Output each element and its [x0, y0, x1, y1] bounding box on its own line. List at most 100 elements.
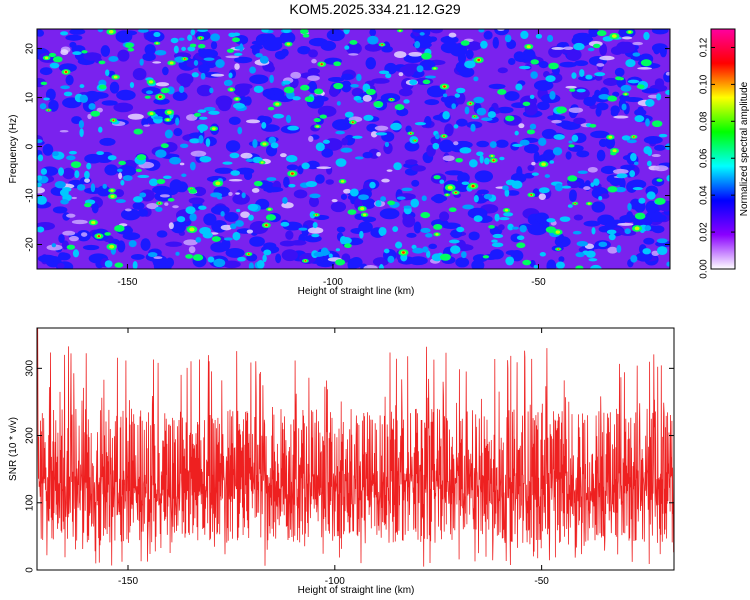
spectrogram-mid-patch	[200, 72, 206, 80]
spectrogram-low-patch	[155, 82, 170, 87]
spectrogram-mid-patch	[593, 178, 600, 186]
spectrogram-low-patch	[331, 199, 338, 203]
spectrogram-patch	[308, 49, 318, 58]
spectrogram-peak	[387, 200, 396, 206]
spectrogram-peak-max	[409, 132, 412, 135]
spectrogram-low-patch	[617, 222, 634, 226]
spectrogram-mid-patch	[241, 192, 246, 199]
spectrogram-patch	[266, 65, 275, 73]
spectrogram-patch	[301, 224, 310, 237]
spectrogram-peak-core	[286, 42, 291, 46]
spectrogram-mid-patch	[170, 37, 179, 44]
spectrogram-patch	[455, 257, 470, 268]
spectrogram-peak-core	[44, 56, 49, 60]
spectrogram-patch	[340, 193, 348, 200]
spectrogram-patch	[369, 29, 377, 37]
spectrogram-patch	[84, 90, 100, 103]
spectrogram-mid-patch	[116, 168, 123, 173]
spectrogram-mid-patch	[198, 134, 204, 144]
spectrogram-patch	[591, 201, 606, 213]
spectrogram-peak	[90, 110, 101, 117]
snr-ylabel: SNR (10 * v/v)	[8, 417, 19, 481]
spectrogram-peak	[394, 104, 405, 111]
spectrogram-peak-max	[290, 172, 294, 175]
spectrogram-mid-patch	[480, 40, 488, 49]
spectrogram-peak-max	[471, 184, 475, 188]
spectrogram-peak	[319, 114, 327, 119]
spectrogram-patch	[122, 232, 141, 240]
spectrogram-patch	[281, 249, 298, 262]
spectrogram-patch	[113, 102, 134, 113]
spectrogram-mid-patch	[237, 126, 243, 135]
spectrogram-mid-patch	[367, 35, 379, 45]
spectrogram-peak	[193, 112, 201, 117]
spectrogram-patch	[259, 115, 273, 125]
spectrogram-patch	[117, 240, 126, 253]
spectrogram-peak	[548, 62, 559, 70]
spectrogram-mid-patch	[450, 245, 461, 254]
spectrogram-patch	[508, 57, 516, 65]
spectrogram-patch	[214, 167, 234, 174]
spectrogram-mid-patch	[120, 179, 125, 186]
spectrogram-patch	[402, 214, 416, 228]
spectrogram-peak	[118, 160, 126, 166]
spectrogram-mid-patch	[344, 111, 354, 118]
spectrogram-peak	[265, 214, 277, 221]
spectrogram-patch	[651, 225, 665, 234]
spectrogram-low-patch	[228, 179, 243, 182]
spectrogram-mid-patch	[576, 241, 588, 247]
spectrogram-patch	[505, 250, 520, 256]
spectrogram-low-patch	[190, 150, 207, 157]
spectrogram-peak-core	[211, 127, 216, 131]
spectrogram-mid-patch	[154, 49, 167, 56]
spectrogram-patch	[547, 114, 566, 121]
spectrogram-mid-patch	[549, 90, 556, 100]
colorbar-label: Normalized spectral amplitude	[739, 81, 750, 216]
spectrogram-y-tick-label: 20	[25, 43, 36, 55]
spectrogram-peak-core	[109, 244, 115, 249]
spectrogram-peak	[302, 33, 310, 38]
spectrogram-low-patch	[290, 71, 302, 79]
spectrogram-low-patch	[307, 75, 320, 81]
spectrogram-mid-patch	[590, 264, 602, 269]
spectrogram-mid-patch	[546, 218, 556, 223]
spectrogram-peak	[421, 52, 432, 60]
spectrogram-mid-patch	[498, 217, 510, 221]
spectrogram-mid-patch	[233, 102, 245, 109]
spectrogram-mid-patch	[282, 80, 291, 85]
spectrogram-patch	[413, 221, 422, 234]
spectrogram-mid-patch	[115, 199, 126, 204]
spectrogram-patch	[559, 61, 577, 68]
spectrogram-mid-patch	[287, 125, 299, 131]
spectrogram-mid-patch	[666, 175, 670, 182]
spectrogram-mid-patch	[481, 117, 493, 122]
spectrogram-patch	[523, 172, 535, 179]
spectrogram-peak-core	[110, 189, 114, 192]
spectrogram-mid-patch	[621, 135, 631, 141]
spectrogram-patch	[599, 43, 608, 56]
spectrogram-patch	[626, 211, 634, 222]
spectrogram-patch	[285, 230, 294, 240]
spectrogram-mid-patch	[627, 79, 640, 84]
spectrogram-low-patch	[311, 58, 317, 64]
spectrogram-mid-patch	[656, 246, 668, 256]
spectrogram-patch	[82, 244, 100, 251]
spectrogram-low-patch	[538, 193, 546, 201]
spectrogram-peak	[81, 50, 88, 54]
spectrogram-low-patch	[599, 55, 615, 61]
spectrogram-low-patch	[587, 166, 598, 173]
spectrogram-mid-patch	[58, 167, 65, 176]
spectrogram-low-patch	[152, 61, 162, 64]
spectrogram-mid-patch	[270, 142, 279, 149]
spectrogram-mid-patch	[380, 196, 387, 202]
spectrogram-mid-patch	[451, 103, 456, 110]
spectrogram-mid-patch	[630, 153, 637, 162]
spectrogram-peak-max	[158, 202, 161, 204]
spectrogram-low-patch	[363, 265, 378, 269]
spectrogram-mid-patch	[577, 170, 588, 175]
spectrogram-patch	[188, 197, 205, 205]
spectrogram-mid-patch	[552, 147, 563, 156]
spectrogram-mid-patch	[190, 29, 196, 36]
spectrogram-patch	[643, 237, 655, 245]
spectrogram-mid-patch	[627, 203, 632, 211]
